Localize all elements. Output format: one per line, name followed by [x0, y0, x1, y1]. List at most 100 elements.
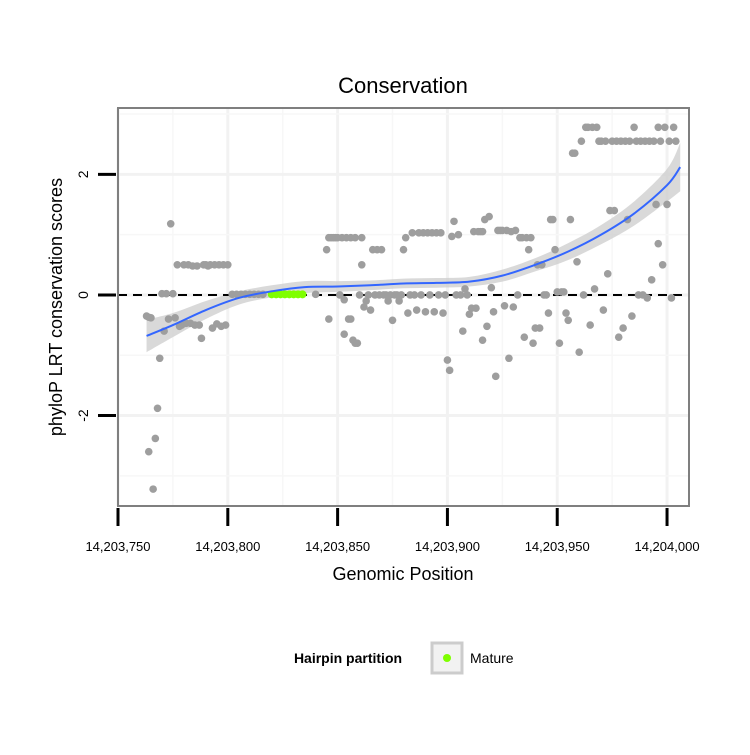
data-point — [478, 227, 487, 236]
data-point — [463, 291, 471, 299]
data-point — [224, 260, 232, 269]
data-point — [658, 260, 667, 269]
data-point — [555, 339, 564, 347]
chart-title: Conservation — [338, 73, 468, 98]
data-point — [579, 291, 588, 299]
data-point — [408, 229, 417, 237]
data-point — [656, 137, 665, 145]
y-tick-label: 2 — [75, 170, 91, 178]
data-point — [395, 297, 403, 305]
data-point — [472, 304, 480, 313]
data-point — [397, 291, 406, 299]
data-point — [166, 219, 175, 228]
data-point — [661, 123, 669, 132]
data-point — [171, 314, 179, 322]
data-point — [448, 232, 456, 241]
data-point — [412, 306, 421, 314]
data-point — [485, 212, 493, 221]
data-point — [421, 308, 430, 316]
data-point — [489, 308, 498, 316]
data-point — [667, 294, 676, 302]
data-point — [147, 314, 155, 322]
x-axis-label: Genomic Position — [332, 564, 473, 584]
legend-title: Hairpin partition — [294, 650, 402, 666]
score-points — [142, 123, 680, 493]
x-tick-label: 14,203,750 — [85, 539, 150, 554]
data-point — [527, 233, 535, 242]
data-point — [346, 315, 355, 323]
data-point — [650, 137, 658, 145]
data-point — [197, 334, 206, 343]
data-point — [362, 297, 370, 305]
smooth-trend-line — [146, 166, 682, 337]
data-point — [577, 137, 586, 145]
data-point — [491, 372, 500, 381]
data-point — [340, 295, 349, 304]
data-point — [364, 291, 373, 299]
data-point — [564, 316, 573, 325]
data-point — [153, 404, 162, 413]
panel-border — [117, 107, 690, 507]
data-point — [513, 291, 522, 299]
data-point — [590, 285, 599, 293]
data-point — [509, 303, 518, 311]
data-point — [672, 137, 680, 145]
data-point — [388, 316, 397, 325]
y-tick-label: -2 — [75, 409, 91, 422]
data-point — [357, 233, 366, 242]
smooth-confidence-ribbon — [146, 142, 681, 353]
data-point — [456, 291, 465, 299]
data-point — [544, 309, 553, 317]
data-point — [465, 310, 474, 319]
data-point — [529, 339, 537, 347]
data-point — [351, 233, 359, 242]
data-point — [625, 137, 634, 145]
data-point — [566, 215, 575, 224]
data-point — [311, 290, 320, 299]
data-point — [151, 434, 160, 443]
data-point — [441, 291, 450, 299]
x-axis: 14,203,750 14,203,800 14,203,850 14,203,900… — [85, 508, 700, 554]
data-point — [437, 229, 445, 237]
data-point — [360, 303, 368, 311]
data-point — [336, 291, 344, 299]
data-point — [384, 297, 392, 305]
data-point — [355, 291, 364, 299]
x-tick-label: 14,203,900 — [415, 539, 480, 554]
data-point — [144, 447, 153, 456]
y-tick-label: 0 — [75, 291, 91, 299]
data-point — [535, 324, 544, 332]
data-point — [325, 315, 333, 323]
legend-entry-label: Mature — [470, 650, 514, 666]
data-point — [155, 354, 164, 363]
data-point — [439, 309, 447, 317]
data-point — [601, 137, 610, 145]
data-point — [193, 262, 201, 270]
data-point — [575, 348, 583, 357]
data-point — [478, 336, 487, 344]
data-point — [654, 123, 663, 132]
data-point — [410, 291, 419, 299]
data-point — [399, 245, 408, 254]
data-point — [195, 321, 204, 329]
mature-point — [298, 290, 307, 299]
data-point — [573, 257, 581, 266]
data-point — [445, 366, 454, 375]
data-point — [542, 291, 551, 299]
data-point — [443, 356, 452, 364]
x-tick-label: 14,203,800 — [195, 539, 260, 554]
data-point — [483, 322, 491, 331]
data-point — [426, 291, 434, 299]
data-point — [164, 315, 173, 323]
data-point — [669, 123, 678, 132]
legend-key-mature — [443, 654, 451, 662]
data-point — [461, 285, 469, 293]
data-point — [459, 327, 467, 335]
data-point — [520, 333, 529, 341]
data-point — [450, 217, 458, 226]
data-point — [630, 123, 638, 132]
data-point — [665, 137, 674, 145]
data-point — [430, 308, 439, 316]
legend: Hairpin partition Mature — [294, 641, 514, 675]
